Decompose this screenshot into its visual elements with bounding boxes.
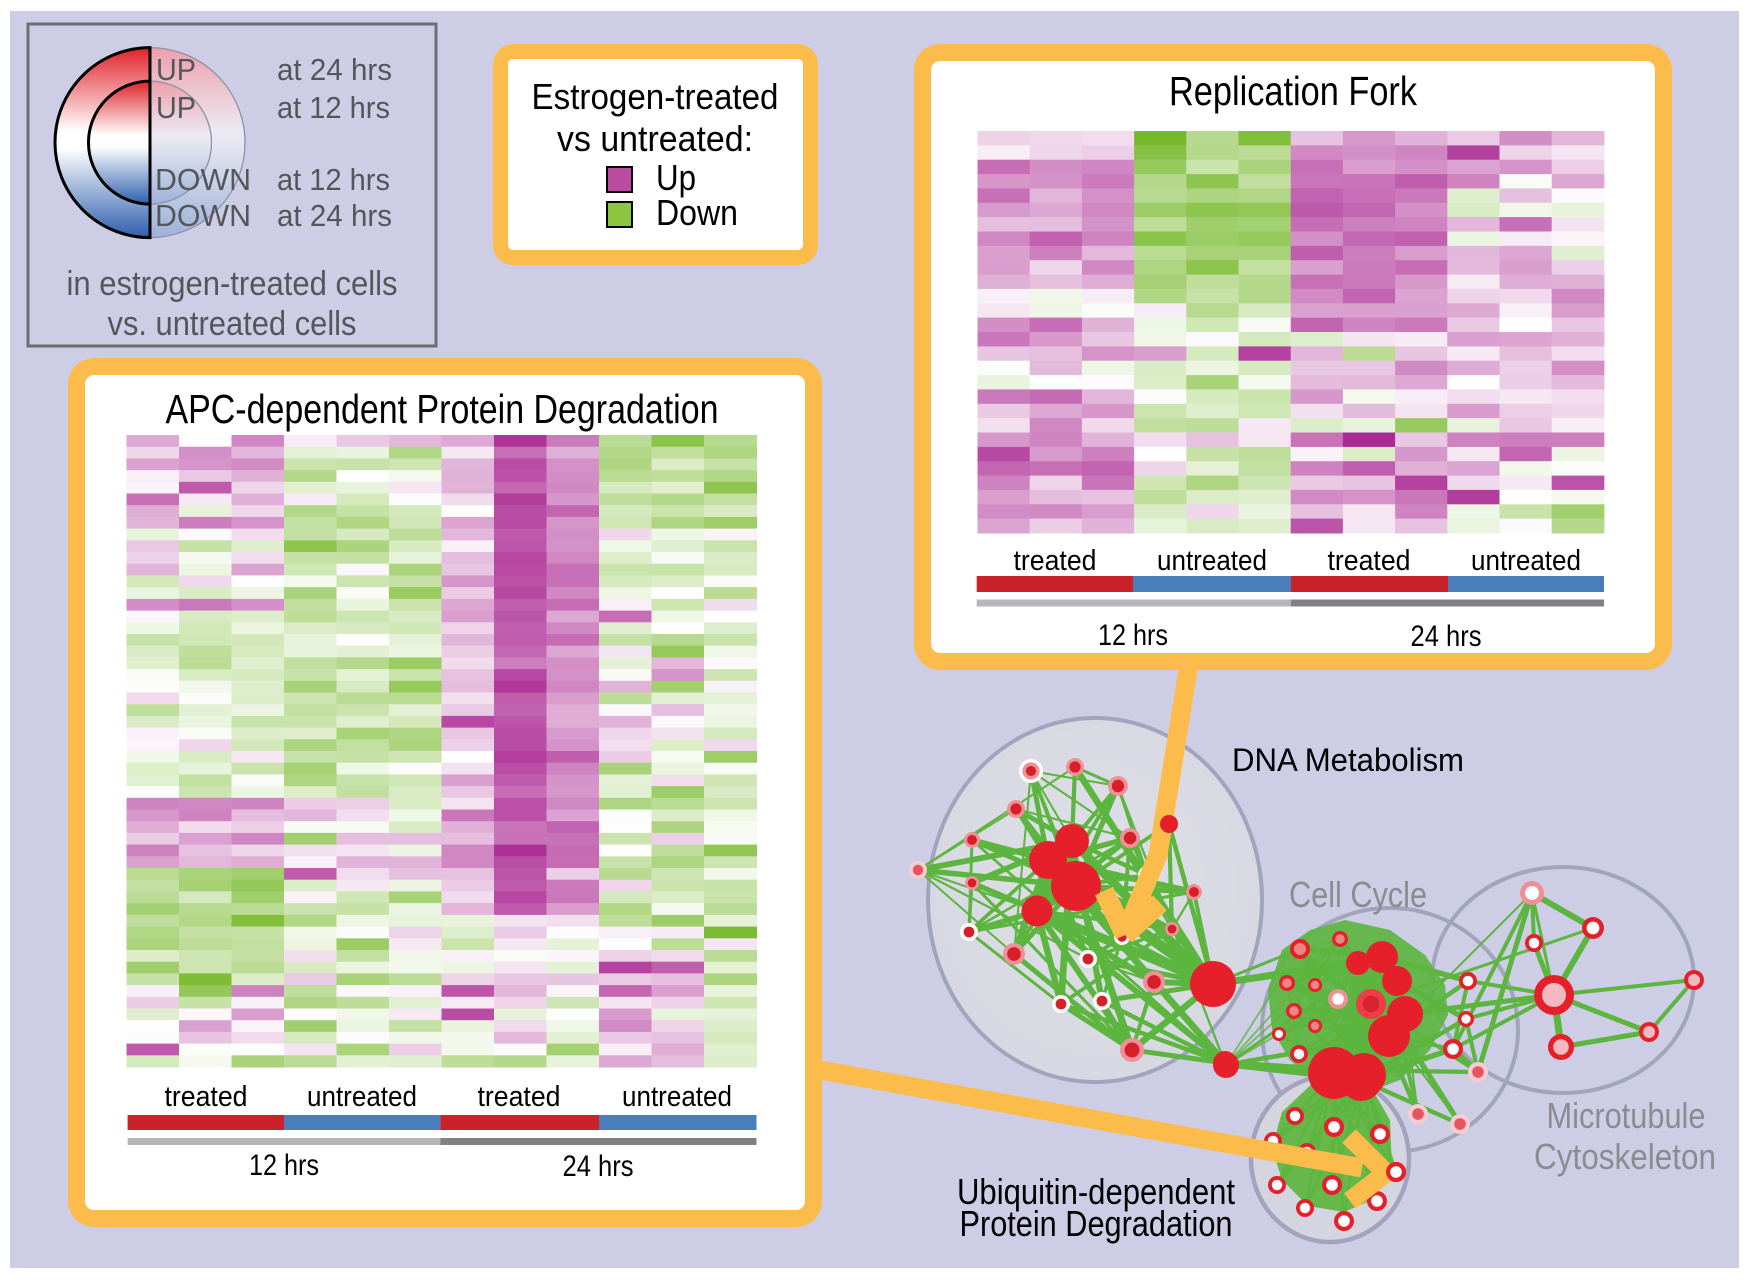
svg-text:untreated: untreated xyxy=(1471,545,1581,577)
svg-text:at 12 hrs: at 12 hrs xyxy=(277,162,390,197)
svg-text:Down: Down xyxy=(656,192,738,233)
svg-text:24 hrs: 24 hrs xyxy=(563,1150,634,1183)
svg-text:24 hrs: 24 hrs xyxy=(1411,620,1482,653)
svg-text:Microtubule: Microtubule xyxy=(1547,1095,1706,1136)
svg-text:DOWN: DOWN xyxy=(155,198,251,233)
svg-text:vs. untreated cells: vs. untreated cells xyxy=(108,305,357,343)
svg-text:untreated: untreated xyxy=(622,1081,732,1113)
svg-text:Cell Cycle: Cell Cycle xyxy=(1289,874,1427,915)
svg-text:DNA Metabolism: DNA Metabolism xyxy=(1232,742,1464,778)
svg-text:12 hrs: 12 hrs xyxy=(1098,619,1168,652)
svg-text:treated: treated xyxy=(1328,545,1411,577)
svg-text:Cytoskeleton: Cytoskeleton xyxy=(1534,1136,1716,1177)
svg-text:Up: Up xyxy=(656,157,696,198)
svg-text:APC-dependent Protein Degradat: APC-dependent Protein Degradation xyxy=(166,386,719,432)
svg-text:at 24 hrs: at 24 hrs xyxy=(277,52,392,87)
svg-text:Estrogen-treated: Estrogen-treated xyxy=(532,76,779,117)
svg-text:in estrogen-treated cells: in estrogen-treated cells xyxy=(67,265,398,303)
svg-text:untreated: untreated xyxy=(307,1081,417,1113)
svg-text:12 hrs: 12 hrs xyxy=(249,1149,319,1182)
svg-text:treated: treated xyxy=(1014,545,1097,577)
svg-text:treated: treated xyxy=(478,1081,561,1113)
svg-text:Ubiquitin-dependent: Ubiquitin-dependent xyxy=(957,1171,1235,1212)
svg-text:DOWN: DOWN xyxy=(155,162,251,197)
svg-text:at 12 hrs: at 12 hrs xyxy=(277,90,390,125)
svg-text:at 24 hrs: at 24 hrs xyxy=(277,198,392,233)
svg-text:vs untreated:: vs untreated: xyxy=(557,118,753,159)
svg-text:Replication Fork: Replication Fork xyxy=(1169,68,1417,114)
svg-text:treated: treated xyxy=(165,1081,248,1113)
svg-text:UP: UP xyxy=(156,52,196,87)
svg-text:Protein Degradation: Protein Degradation xyxy=(960,1203,1233,1244)
svg-text:untreated: untreated xyxy=(1157,545,1267,577)
svg-text:UP: UP xyxy=(156,90,196,125)
